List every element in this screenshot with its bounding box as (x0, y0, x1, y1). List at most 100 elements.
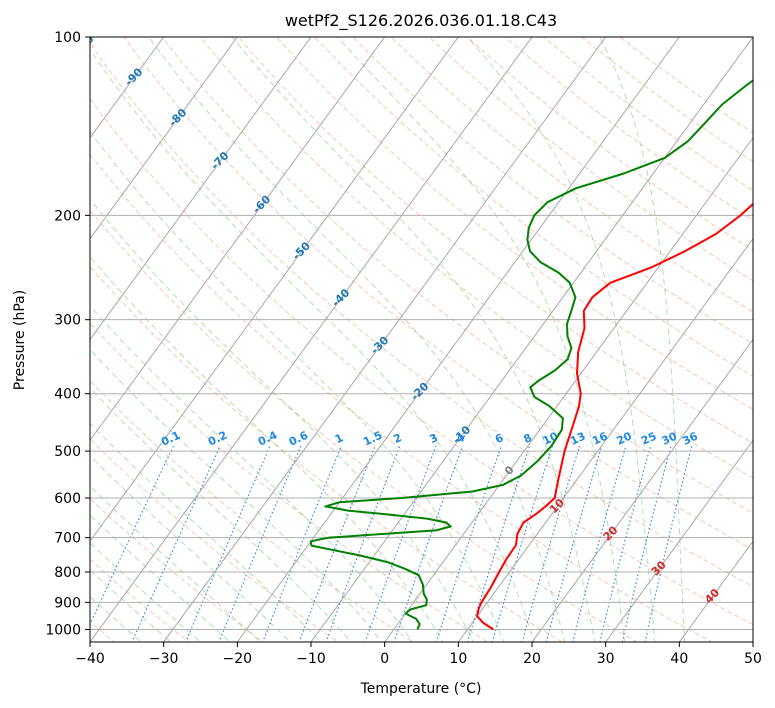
mixing-ratio-label: 6 (493, 431, 506, 446)
moist-adiabat (90, 485, 261, 642)
moist-adiabat-label: 0 (502, 463, 517, 478)
mixing-ratio-line (644, 445, 693, 642)
isotherm (90, 37, 312, 341)
x-tick-label: −20 (223, 651, 253, 667)
dry-adiabat-label: -50 (290, 239, 313, 262)
dry-adiabat (275, 37, 753, 410)
dry-adiabat (90, 97, 753, 626)
isotherm (236, 37, 680, 642)
mixing-ratio-line (298, 445, 376, 642)
dry-adiabat (123, 37, 753, 550)
y-tick-label: 500 (54, 444, 81, 460)
mixing-ratio-line (491, 445, 553, 642)
dry-adiabat (90, 153, 713, 642)
mixing-ratio-line (572, 445, 627, 642)
mixing-ratio-line (131, 445, 221, 642)
moist-adiabat (90, 48, 535, 642)
dry-adiabat-label: -80 (166, 106, 189, 129)
x-tick-label: 30 (597, 651, 615, 667)
dry-adiabat (90, 497, 265, 642)
moist-adiabat-label: 10 (547, 496, 567, 516)
dry-adiabat-label: -60 (250, 193, 273, 216)
isotherm (90, 37, 238, 240)
x-tick-label: 20 (523, 651, 541, 667)
moist-adiabat (90, 198, 474, 642)
mixing-ratio-line (364, 445, 437, 642)
mixing-ratio-label: 36 (680, 429, 700, 447)
mixing-ratio-line (621, 445, 672, 642)
mixing-ratio-label: 16 (590, 429, 610, 447)
mixing-ratio-label: 2 (391, 431, 403, 446)
mixing-ratio-line (90, 445, 174, 626)
dry-adiabat-label: -90 (122, 65, 145, 88)
moist-adiabat-label: 40 (702, 586, 722, 606)
mixing-ratio-label: 0.2 (206, 429, 229, 449)
x-tick-label: 40 (670, 651, 688, 667)
moist-adiabat (90, 542, 202, 642)
y-tick-label: 800 (54, 565, 81, 581)
moist-adiabat (90, 130, 505, 642)
dry-adiabat-label: -70 (208, 149, 231, 172)
isotherm (384, 136, 753, 642)
dry-adiabat (90, 322, 489, 642)
isotherm (90, 37, 533, 642)
mixing-ratio-line (435, 445, 502, 642)
mixing-ratio-label: 3 (428, 431, 440, 446)
dry-adiabat (619, 37, 753, 134)
moist-adiabat (90, 348, 383, 642)
dry-adiabat-label: -30 (368, 334, 391, 357)
dry-adiabat (390, 37, 753, 313)
mixing-ratio-line (325, 445, 401, 642)
y-tick-label: 900 (54, 595, 81, 611)
moist-adiabat (599, 37, 686, 642)
moist-adiabat (90, 569, 172, 642)
dry-adiabat (542, 37, 753, 192)
moist-adiabat (90, 455, 292, 642)
dry-adiabat (90, 209, 639, 642)
temperature-profile (476, 202, 753, 631)
x-tick-label: 50 (744, 651, 762, 667)
x-axis-label: Temperature (°C) (360, 681, 482, 697)
isotherm (752, 641, 753, 642)
moist-adiabat (337, 37, 626, 642)
x-tick-label: 0 (380, 651, 389, 667)
series-layer (309, 79, 753, 631)
mixing-ratio-line (599, 445, 652, 642)
y-tick-label: 700 (54, 531, 81, 547)
dry-adiabat (161, 37, 753, 514)
y-tick-label: 300 (54, 313, 81, 329)
dry-adiabat-label: -40 (329, 286, 352, 309)
isotherm (457, 237, 753, 642)
mixing-ratio-label: 10 (541, 429, 561, 447)
plot-frame (89, 36, 754, 643)
mixing-ratio-line (218, 445, 302, 642)
dry-adiabat (90, 558, 190, 642)
dewpoint-profile (309, 79, 753, 630)
mixing-ratio-label: 30 (660, 429, 680, 447)
dry-adiabat (90, 42, 753, 588)
moist-adiabat (90, 595, 142, 642)
moist-adiabat (231, 37, 596, 642)
isotherm (90, 37, 386, 442)
dry-adiabat (466, 37, 753, 251)
dry-adiabat (313, 37, 753, 377)
y-tick-label: 400 (54, 387, 81, 403)
mixing-ratio-label: 0.1 (159, 429, 182, 449)
isotherm (310, 37, 753, 642)
y-tick-label: 1000 (45, 622, 81, 638)
dry-adiabat (90, 265, 564, 642)
dry-adiabat (90, 438, 340, 642)
moist-adiabat (90, 305, 413, 642)
moist-adiabat (90, 514, 231, 642)
chart-title: wetPf2_S126.2026.036.01.18.C43 (285, 11, 557, 31)
background-lines (90, 37, 753, 642)
x-tick-label: −30 (149, 651, 179, 667)
y-tick-label: 100 (54, 30, 81, 46)
moist-adiabat (90, 255, 444, 642)
x-tick-label: −40 (75, 651, 105, 667)
x-tick-label: −10 (296, 651, 326, 667)
isotherm (605, 439, 753, 642)
moist-adiabat-label: 30 (649, 558, 669, 578)
isotherm (678, 540, 753, 642)
